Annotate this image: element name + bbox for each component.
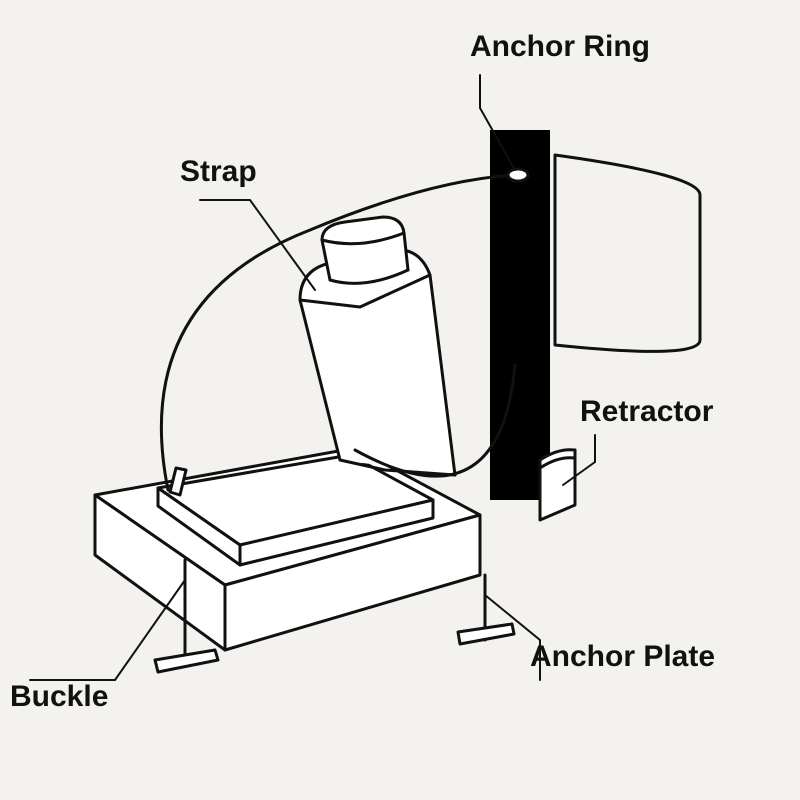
label-anchor-ring: Anchor Ring	[470, 30, 650, 64]
label-buckle: Buckle	[10, 680, 108, 714]
label-anchor-plate: Anchor Plate	[530, 640, 715, 674]
leader-strap	[200, 200, 315, 290]
diagram-stage: Anchor Ring Strap Retractor Anchor Plate…	[0, 0, 800, 800]
side-panel	[555, 155, 700, 351]
b-pillar	[490, 130, 550, 500]
headrest	[322, 217, 408, 280]
label-retractor: Retractor	[580, 395, 713, 429]
buckle-floor-plate	[155, 650, 218, 672]
anchor-ring-shape	[508, 169, 528, 181]
seat-back	[300, 250, 455, 475]
label-strap: Strap	[180, 155, 257, 189]
